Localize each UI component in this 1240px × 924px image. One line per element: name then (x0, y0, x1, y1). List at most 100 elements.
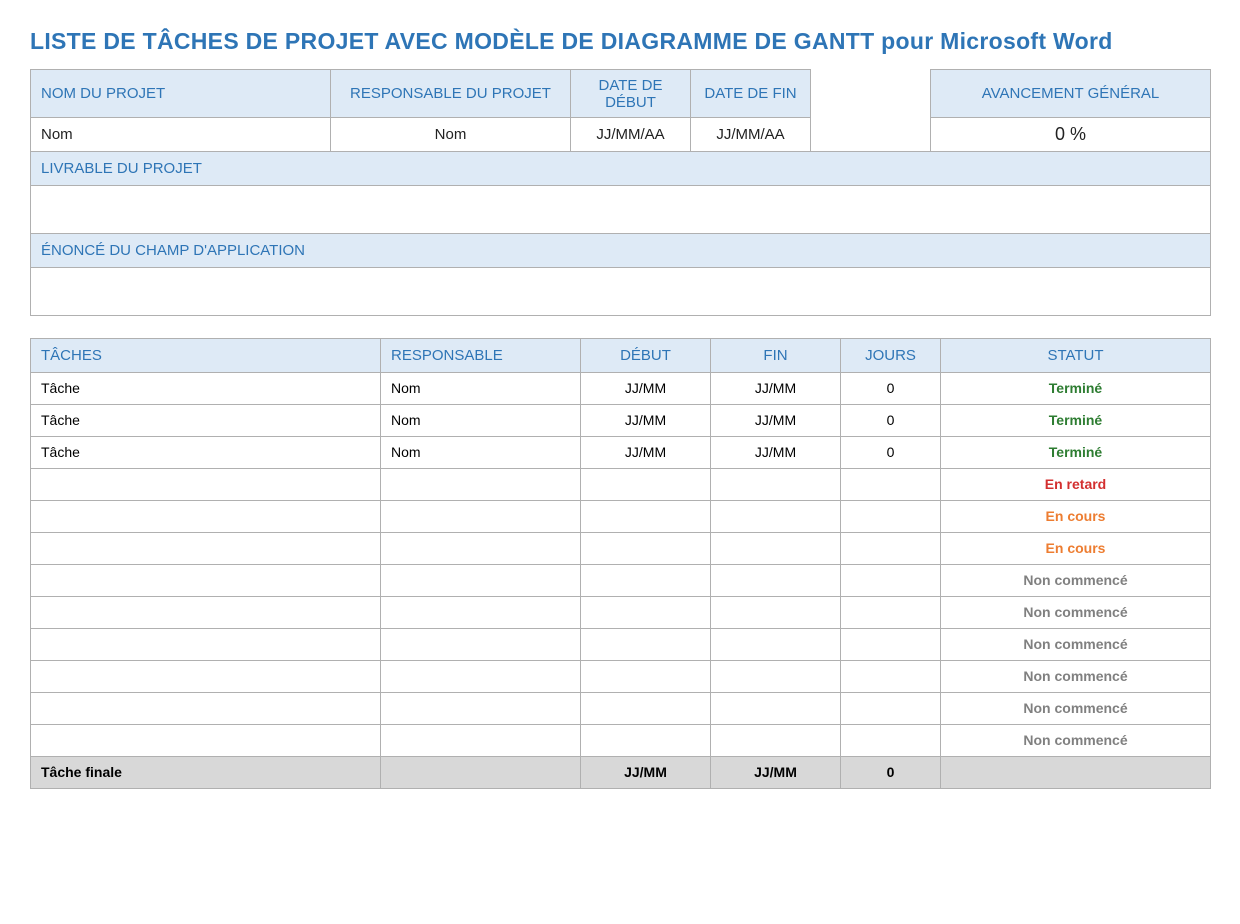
task-days[interactable] (841, 596, 941, 628)
task-end[interactable] (711, 596, 841, 628)
task-task[interactable] (31, 564, 381, 596)
task-days[interactable]: 0 (841, 436, 941, 468)
final-owner[interactable] (381, 756, 581, 788)
task-owner[interactable] (381, 692, 581, 724)
task-days[interactable] (841, 692, 941, 724)
task-end[interactable] (711, 500, 841, 532)
task-end[interactable]: JJ/MM (711, 404, 841, 436)
table-row: Non commencé (31, 596, 1211, 628)
task-start[interactable] (581, 660, 711, 692)
task-start[interactable]: JJ/MM (581, 436, 711, 468)
table-row: Non commencé (31, 628, 1211, 660)
task-days[interactable] (841, 660, 941, 692)
task-owner[interactable] (381, 596, 581, 628)
task-end[interactable] (711, 628, 841, 660)
task-status[interactable]: Terminé (941, 372, 1211, 404)
task-owner[interactable]: Nom (381, 404, 581, 436)
final-task[interactable]: Tâche finale (31, 756, 381, 788)
task-days[interactable] (841, 628, 941, 660)
task-task[interactable] (31, 532, 381, 564)
table-row: En retard (31, 468, 1211, 500)
task-days[interactable] (841, 564, 941, 596)
task-end[interactable] (711, 532, 841, 564)
task-status[interactable]: Terminé (941, 436, 1211, 468)
task-end[interactable] (711, 660, 841, 692)
task-task[interactable] (31, 500, 381, 532)
task-start[interactable] (581, 532, 711, 564)
task-end[interactable] (711, 692, 841, 724)
task-task[interactable] (31, 596, 381, 628)
table-row: Non commencé (31, 660, 1211, 692)
col-header-status: STATUT (941, 338, 1211, 372)
scope-value[interactable] (31, 268, 1211, 316)
project-progress-value[interactable]: 0 % (931, 118, 1211, 152)
task-days[interactable] (841, 724, 941, 756)
task-start[interactable]: JJ/MM (581, 404, 711, 436)
task-end[interactable] (711, 564, 841, 596)
col-header-overall-progress: AVANCEMENT GÉNÉRAL (931, 70, 1211, 118)
col-header-start: DÉBUT (581, 338, 711, 372)
task-owner[interactable] (381, 468, 581, 500)
task-end[interactable] (711, 468, 841, 500)
col-header-days: JOURS (841, 338, 941, 372)
task-start[interactable] (581, 596, 711, 628)
task-task[interactable] (31, 660, 381, 692)
task-owner[interactable] (381, 532, 581, 564)
task-status[interactable]: Non commencé (941, 596, 1211, 628)
table-row: En cours (31, 532, 1211, 564)
deliverable-value[interactable] (31, 186, 1211, 234)
task-days[interactable] (841, 532, 941, 564)
task-days[interactable] (841, 500, 941, 532)
task-task[interactable] (31, 724, 381, 756)
task-start[interactable] (581, 468, 711, 500)
final-start[interactable]: JJ/MM (581, 756, 711, 788)
task-task[interactable]: Tâche (31, 372, 381, 404)
table-row: Non commencé (31, 564, 1211, 596)
task-start[interactable] (581, 564, 711, 596)
task-status[interactable]: Terminé (941, 404, 1211, 436)
task-status[interactable]: Non commencé (941, 628, 1211, 660)
task-owner[interactable] (381, 660, 581, 692)
task-status[interactable]: Non commencé (941, 724, 1211, 756)
table-row: Non commencé (31, 692, 1211, 724)
task-days[interactable]: 0 (841, 404, 941, 436)
task-task[interactable]: Tâche (31, 404, 381, 436)
task-days[interactable] (841, 468, 941, 500)
final-status[interactable] (941, 756, 1211, 788)
task-status[interactable]: En cours (941, 532, 1211, 564)
task-task[interactable] (31, 692, 381, 724)
task-status[interactable]: Non commencé (941, 564, 1211, 596)
page-title: LISTE DE TÂCHES DE PROJET AVEC MODÈLE DE… (30, 28, 1210, 55)
task-start[interactable]: JJ/MM (581, 372, 711, 404)
task-task[interactable]: Tâche (31, 436, 381, 468)
task-owner[interactable]: Nom (381, 436, 581, 468)
task-owner[interactable] (381, 724, 581, 756)
col-header-project-owner: RESPONSABLE DU PROJET (331, 70, 571, 118)
task-end[interactable]: JJ/MM (711, 372, 841, 404)
final-end[interactable]: JJ/MM (711, 756, 841, 788)
task-owner[interactable]: Nom (381, 372, 581, 404)
table-row: En cours (31, 500, 1211, 532)
task-end[interactable]: JJ/MM (711, 436, 841, 468)
task-status[interactable]: Non commencé (941, 692, 1211, 724)
final-days[interactable]: 0 (841, 756, 941, 788)
project-end-value[interactable]: JJ/MM/AA (691, 118, 811, 152)
task-end[interactable] (711, 724, 841, 756)
task-owner[interactable] (381, 500, 581, 532)
table-row: Non commencé (31, 724, 1211, 756)
project-owner-value[interactable]: Nom (331, 118, 571, 152)
task-task[interactable] (31, 468, 381, 500)
task-status[interactable]: En retard (941, 468, 1211, 500)
task-status[interactable]: En cours (941, 500, 1211, 532)
task-status[interactable]: Non commencé (941, 660, 1211, 692)
task-days[interactable]: 0 (841, 372, 941, 404)
task-start[interactable] (581, 692, 711, 724)
project-name-value[interactable]: Nom (31, 118, 331, 152)
task-task[interactable] (31, 628, 381, 660)
task-owner[interactable] (381, 628, 581, 660)
task-start[interactable] (581, 724, 711, 756)
project-start-value[interactable]: JJ/MM/AA (571, 118, 691, 152)
task-start[interactable] (581, 500, 711, 532)
task-start[interactable] (581, 628, 711, 660)
task-owner[interactable] (381, 564, 581, 596)
